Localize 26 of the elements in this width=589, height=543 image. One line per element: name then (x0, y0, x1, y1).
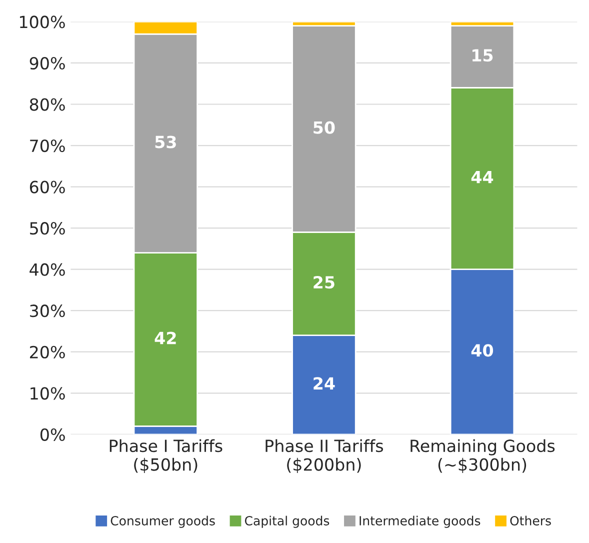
data-label: 53 (155, 136, 176, 148)
data-label: 24 (314, 377, 335, 390)
y-tick-label: 10% (30, 387, 65, 400)
y-tick-label: 80% (30, 98, 65, 111)
legend-label: Consumer goods (110, 516, 215, 528)
data-label: 25 (314, 276, 334, 289)
y-tick-label: 20% (30, 346, 65, 358)
y-tick-label: 0% (40, 428, 65, 441)
data-label: 44 (471, 170, 494, 184)
legend-label: Capital goods (244, 516, 330, 528)
y-tick-label: 100% (20, 16, 65, 28)
y-tick-label: 30% (30, 304, 65, 318)
y-tick-label: 90% (30, 56, 65, 70)
y-tick-label: 40% (30, 263, 65, 276)
data-label: 50 (314, 121, 335, 134)
x-tick-label: Phase II Tariffs ($200bn) (266, 439, 384, 474)
legend-label: Intermediate goods (360, 516, 480, 528)
data-label: 15 (472, 49, 493, 62)
x-tick-label: Remaining Goods (~$300bn) (410, 439, 555, 474)
y-tick-label: 70% (30, 139, 65, 152)
y-tick-label: 60% (30, 180, 65, 194)
x-tick-label: Phase I Tariffs ($50bn) (110, 439, 222, 474)
legend-label: Others (510, 516, 551, 526)
data-label: 42 (154, 332, 176, 344)
data-label: 40 (471, 344, 494, 357)
y-tick-label: 50% (30, 222, 65, 235)
